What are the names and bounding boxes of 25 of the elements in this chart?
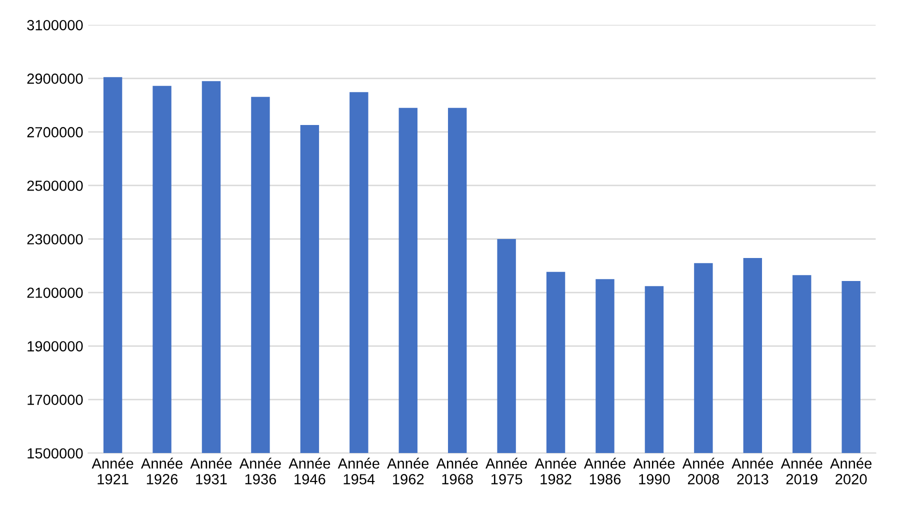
y-tick-label: 3100000 <box>27 20 83 30</box>
x-tick-label: Année 1931 <box>190 458 232 484</box>
x-tick-label: Année 1968 <box>436 458 478 484</box>
x-tick-label: Année 1975 <box>486 458 527 484</box>
y-tick-label: 1700000 <box>28 394 83 405</box>
x-tick-label: Année 2008 <box>682 458 724 484</box>
x-tick-label: Année 1986 <box>584 458 626 484</box>
x-tick-label: Année 2019 <box>780 458 822 484</box>
y-tick-label: 1900000 <box>28 341 83 352</box>
y-tick-label: 2700000 <box>27 127 83 138</box>
y-tick-label: 1500000 <box>28 448 83 459</box>
y-tick-label: 2100000 <box>27 288 83 298</box>
x-tick-label: Année 1962 <box>387 458 429 484</box>
x-tick-label: Année 2013 <box>732 458 774 484</box>
x-tick-label: Année 1990 <box>633 458 675 484</box>
x-tick-label: Année 1946 <box>288 458 330 484</box>
x-tick-label: Année 1982 <box>534 458 576 484</box>
x-tick-label: Année 1921 <box>92 458 134 484</box>
x-tick-label: Année 1926 <box>140 458 182 484</box>
x-tick-label: Année 1936 <box>239 458 281 484</box>
y-tick-label: 2500000 <box>27 180 83 191</box>
x-tick-label: Année 1954 <box>338 458 380 484</box>
y-tick-label: 2900000 <box>27 74 83 84</box>
x-tick-label: Année 2020 <box>830 458 872 484</box>
y-tick-label: 2300000 <box>27 234 83 244</box>
